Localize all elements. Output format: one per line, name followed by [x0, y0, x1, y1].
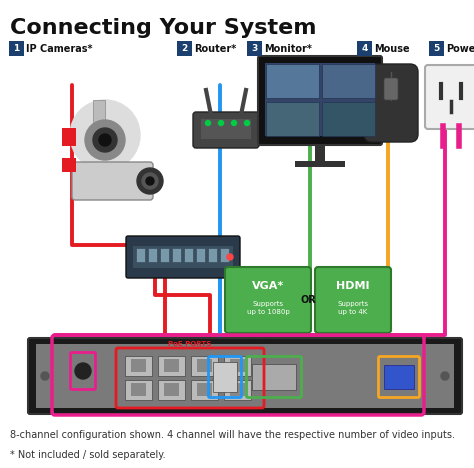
- FancyBboxPatch shape: [247, 41, 262, 56]
- Bar: [62, 158, 76, 172]
- Text: Mouse: Mouse: [374, 44, 410, 53]
- FancyBboxPatch shape: [126, 236, 240, 278]
- Bar: [197, 383, 212, 396]
- Text: VGA*: VGA*: [252, 281, 284, 291]
- Text: OR: OR: [300, 295, 316, 305]
- FancyBboxPatch shape: [315, 267, 391, 333]
- Text: 8-channel configuration shown. 4 channel will have the respective number of vide: 8-channel configuration shown. 4 channel…: [10, 430, 455, 440]
- Bar: [213, 362, 237, 392]
- Text: Supports
up to 1080p: Supports up to 1080p: [246, 301, 289, 315]
- Bar: [322, 64, 375, 98]
- FancyBboxPatch shape: [357, 41, 372, 56]
- Circle shape: [146, 177, 154, 185]
- Bar: [160, 248, 169, 262]
- Bar: [197, 359, 212, 372]
- Bar: [266, 102, 319, 136]
- Bar: [295, 161, 345, 167]
- Text: 3: 3: [251, 44, 258, 53]
- Circle shape: [227, 254, 233, 260]
- Bar: [191, 380, 218, 400]
- Bar: [322, 102, 375, 136]
- Bar: [164, 383, 179, 396]
- Circle shape: [441, 372, 449, 380]
- FancyBboxPatch shape: [258, 56, 382, 145]
- Circle shape: [70, 100, 140, 170]
- Circle shape: [75, 363, 91, 379]
- Bar: [265, 63, 375, 136]
- Circle shape: [137, 168, 163, 194]
- Bar: [62, 128, 76, 146]
- Bar: [201, 119, 251, 139]
- FancyBboxPatch shape: [177, 41, 192, 56]
- FancyBboxPatch shape: [425, 65, 474, 129]
- Bar: [184, 248, 193, 262]
- Bar: [136, 248, 145, 262]
- Bar: [125, 356, 152, 376]
- Bar: [125, 380, 152, 400]
- Circle shape: [41, 372, 49, 380]
- Circle shape: [245, 120, 249, 125]
- Circle shape: [85, 120, 125, 160]
- Bar: [266, 64, 319, 98]
- Text: Power: Power: [446, 44, 474, 53]
- Circle shape: [206, 120, 210, 125]
- Circle shape: [99, 134, 111, 146]
- Bar: [224, 356, 251, 376]
- Bar: [252, 364, 296, 390]
- FancyBboxPatch shape: [28, 338, 462, 414]
- Circle shape: [142, 173, 158, 189]
- Text: Supports
up to 4K: Supports up to 4K: [337, 301, 369, 315]
- FancyBboxPatch shape: [9, 41, 24, 56]
- Circle shape: [219, 120, 224, 125]
- Bar: [196, 248, 205, 262]
- Text: HDMI: HDMI: [336, 281, 370, 291]
- FancyBboxPatch shape: [193, 112, 259, 148]
- Text: Connecting Your System: Connecting Your System: [10, 18, 317, 38]
- Bar: [93, 100, 105, 130]
- Bar: [220, 248, 229, 262]
- Text: * Not included / sold separately.: * Not included / sold separately.: [10, 450, 165, 460]
- Text: 1: 1: [13, 44, 19, 53]
- Circle shape: [93, 128, 117, 152]
- Text: IP Cameras*: IP Cameras*: [26, 44, 92, 53]
- Text: 5: 5: [433, 44, 439, 53]
- Bar: [158, 380, 185, 400]
- Bar: [36, 344, 454, 408]
- Bar: [384, 365, 414, 389]
- Bar: [208, 248, 217, 262]
- Bar: [172, 248, 181, 262]
- Bar: [230, 383, 245, 396]
- Bar: [131, 383, 146, 396]
- Bar: [158, 356, 185, 376]
- Circle shape: [231, 120, 237, 125]
- FancyBboxPatch shape: [429, 41, 444, 56]
- FancyBboxPatch shape: [225, 267, 311, 333]
- Bar: [315, 145, 325, 163]
- Text: Monitor*: Monitor*: [264, 44, 312, 53]
- Text: Router*: Router*: [194, 44, 236, 53]
- Bar: [131, 359, 146, 372]
- Text: PoE PORTS: PoE PORTS: [168, 341, 211, 347]
- Bar: [133, 246, 233, 268]
- Bar: [191, 356, 218, 376]
- FancyBboxPatch shape: [384, 78, 398, 100]
- FancyBboxPatch shape: [72, 162, 153, 200]
- Bar: [224, 380, 251, 400]
- Bar: [164, 359, 179, 372]
- Text: 4: 4: [361, 44, 368, 53]
- Bar: [230, 359, 245, 372]
- Text: 2: 2: [182, 44, 188, 53]
- Bar: [148, 248, 157, 262]
- FancyBboxPatch shape: [364, 64, 418, 142]
